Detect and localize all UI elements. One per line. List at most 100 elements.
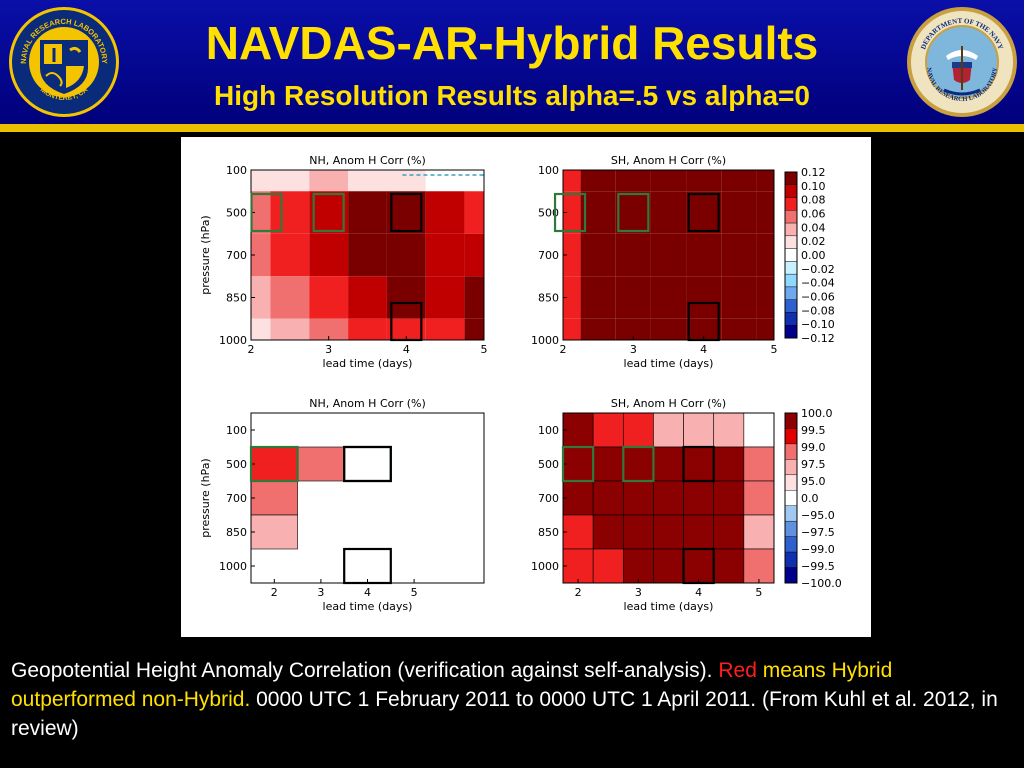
- heatmap-cell-3: [653, 548, 684, 584]
- contour-fill-cell-0: [251, 191, 271, 234]
- contour-fill-cell-1: [650, 233, 687, 277]
- colorbar-label-3: −97.5: [801, 526, 835, 539]
- heatmap-cell-3: [592, 446, 624, 482]
- x-axis-label-3: lead time (days): [624, 600, 714, 613]
- colorbar-swatch-3: [784, 520, 798, 537]
- caption-text-2: 0000 UTC 1 February 2011 to 0000 UTC 1 A…: [11, 688, 998, 740]
- colorbar-label-3: −99.5: [801, 560, 835, 573]
- heatmap-cell-3: [653, 446, 684, 482]
- colorbar-swatch-0: [784, 312, 798, 326]
- contour-fill-cell-0: [464, 191, 484, 234]
- heatmap-cell-3: [743, 514, 775, 550]
- highlight-box-green-0: [250, 192, 283, 233]
- x-tick-label-2: 2: [271, 586, 278, 599]
- heatmap-cell-2: [250, 514, 298, 550]
- heatmap-cell-2: [297, 446, 345, 482]
- contour-fill-cell-1: [615, 170, 651, 192]
- colorbar-label-3: 100.0: [801, 407, 833, 420]
- heatmap-cell-3: [562, 480, 594, 516]
- colorbar-label-3: 97.5: [801, 458, 826, 471]
- heatmap-cell-3: [653, 412, 684, 448]
- slide-subtitle: High Resolution Results alpha=.5 vs alph…: [214, 80, 810, 111]
- contour-fill-cell-0: [309, 276, 349, 319]
- highlight-box-green-1: [617, 192, 650, 233]
- x-tick-label-2: 3: [317, 586, 324, 599]
- x-axis-label-1: lead time (days): [624, 357, 714, 370]
- colorbar-swatch-3: [784, 567, 798, 584]
- y-tick-label-2: 700: [226, 492, 247, 505]
- heatmap-cell-3: [713, 446, 745, 482]
- colorbar-swatch-3: [784, 536, 798, 553]
- y-tick-label-0: 850: [226, 292, 247, 305]
- contour-fill-cell-0: [425, 276, 465, 319]
- contour-fill-cell-0: [464, 318, 484, 340]
- x-tick-label-1: 5: [771, 343, 778, 356]
- highlight-box-black-1: [687, 301, 720, 342]
- contour-fill-cell-0: [251, 276, 271, 319]
- colorbar-swatch-3: [784, 428, 798, 445]
- caption: Geopotential Height Anomaly Correlation …: [11, 656, 1017, 743]
- highlight-box-green-3: [622, 445, 655, 483]
- contour-fill-cell-1: [650, 170, 687, 192]
- contour-fill-cell-1: [580, 233, 616, 277]
- x-tick-label-1: 4: [700, 343, 707, 356]
- y-tick-label-3: 700: [538, 492, 559, 505]
- caption-text-1: Geopotential Height Anomaly Correlation …: [11, 659, 719, 682]
- contour-fill-cell-0: [386, 170, 426, 192]
- heatmap-cell-3: [562, 548, 594, 584]
- y-tick-label-1: 100: [538, 164, 559, 177]
- y-tick-label-2: 500: [226, 458, 247, 471]
- heatmap-cell-3: [622, 548, 654, 584]
- contour-fill-cell-0: [270, 233, 310, 277]
- contour-fill-cell-0: [386, 191, 426, 234]
- contour-fill-cell-0: [425, 170, 465, 192]
- contour-fill-cell-0: [348, 318, 387, 340]
- colorbar-swatch-0: [784, 286, 798, 300]
- highlight-box-green-2: [343, 445, 392, 483]
- contour-fill-cell-0: [270, 191, 310, 234]
- contour-fill-cell-1: [615, 276, 651, 319]
- heatmap-cell-3: [622, 412, 654, 448]
- colorbar-label-0: −0.10: [801, 318, 835, 331]
- contour-fill-cell-0: [251, 233, 271, 277]
- heatmap-cell-3: [622, 480, 654, 516]
- colorbar-label-0: −0.08: [801, 304, 835, 317]
- heatmap-cell-3: [592, 412, 624, 448]
- heatmap-cell-3: [592, 548, 624, 584]
- colorbar-label-0: 0.06: [801, 208, 826, 221]
- colorbar-label-0: 0.08: [801, 194, 826, 207]
- heatmap-cell-3: [743, 480, 775, 516]
- highlight-box-black-3: [682, 547, 715, 585]
- colorbar-label-3: −99.0: [801, 543, 835, 556]
- x-tick-label-3: 5: [755, 586, 762, 599]
- x-tick-label-3: 3: [635, 586, 642, 599]
- nrl-monterey-logo-icon: NAVAL RESEARCH LABORATORY MONTEREY, CA: [9, 7, 119, 117]
- heatmap-cell-3: [743, 412, 775, 448]
- contour-fill-cell-1: [563, 318, 581, 340]
- heatmap-cell-3: [653, 514, 684, 550]
- x-tick-label-1: 2: [560, 343, 567, 356]
- y-tick-label-0: 500: [226, 207, 247, 220]
- contour-fill-cell-0: [348, 233, 387, 277]
- colorbar-swatch-3: [784, 412, 798, 429]
- department-of-navy-seal-icon: DEPARTMENT OF THE NAVY NAVAL RESEARCH LA…: [907, 7, 1017, 117]
- highlight-box-black-3: [682, 445, 715, 483]
- contour-fill-cell-0: [386, 318, 426, 340]
- heatmap-cell-3: [683, 548, 715, 584]
- colorbar-label-0: 0.04: [801, 221, 826, 234]
- contour-fill-cell-0: [425, 318, 465, 340]
- colorbar-swatch-3: [784, 505, 798, 522]
- colorbar-label-3: −100.0: [801, 577, 842, 590]
- caption-yellow-text: means Hybrid outperformed non-Hybrid.: [11, 659, 893, 711]
- y-tick-label-1: 500: [538, 207, 559, 220]
- colorbar-swatch-0: [784, 299, 798, 313]
- colorbar-swatch-0: [784, 171, 798, 185]
- y-tick-label-0: 700: [226, 249, 247, 262]
- x-tick-label-3: 4: [695, 586, 702, 599]
- colorbar-swatch-3: [784, 551, 798, 568]
- highlight-box-black-0: [390, 192, 423, 233]
- colorbar-swatch-3: [784, 474, 798, 491]
- contour-fill-cell-0: [251, 318, 271, 340]
- slide-title: NAVDAS-AR-Hybrid Results: [205, 17, 819, 69]
- contour-fill-cell-1: [580, 318, 616, 340]
